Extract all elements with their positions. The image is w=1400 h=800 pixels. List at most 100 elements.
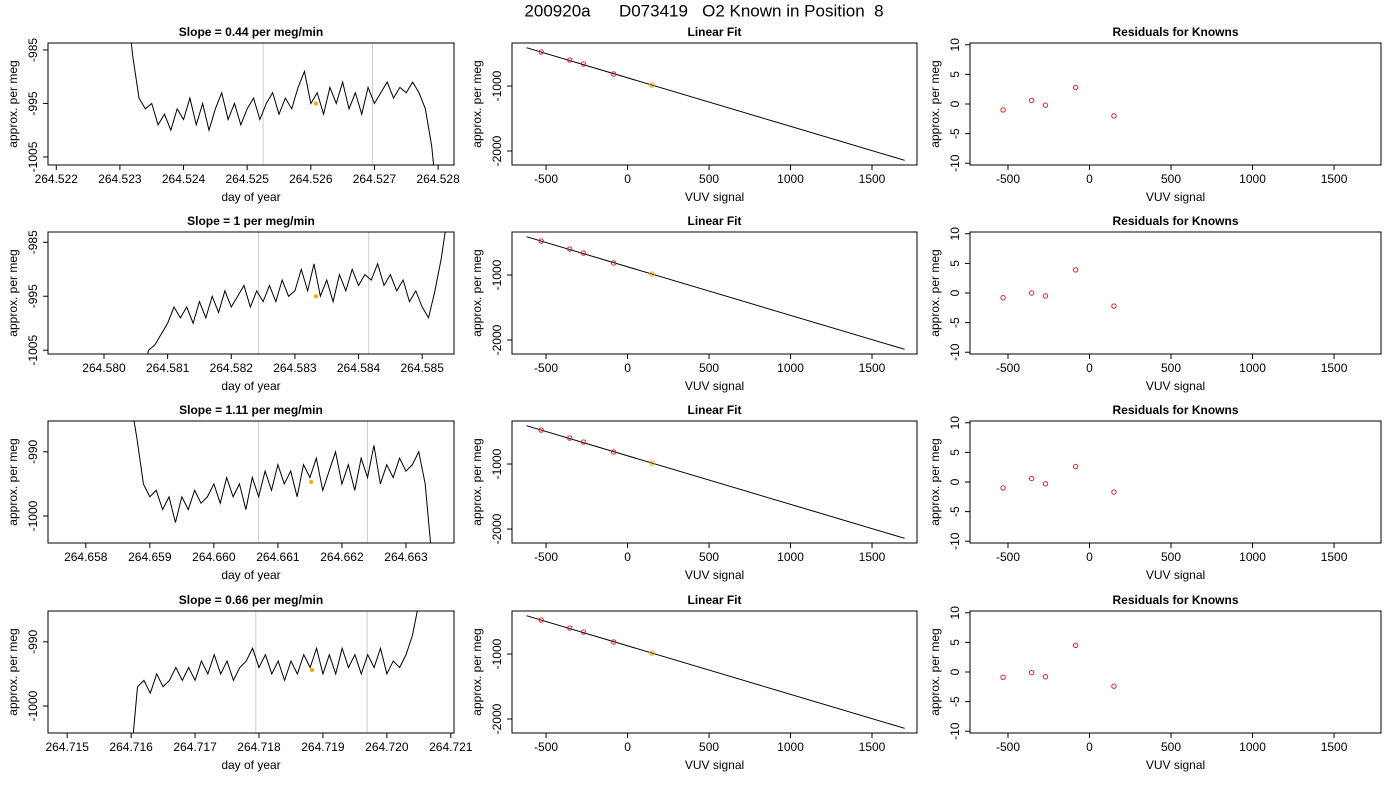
y-tick-label: -2000 <box>490 513 504 544</box>
y-tick-label: 0 <box>948 668 962 675</box>
point <box>1028 290 1035 296</box>
y-tick-label: -2000 <box>490 135 504 166</box>
x-tick-label: 264.715 <box>45 740 89 754</box>
y-tick-label: 10 <box>948 606 962 620</box>
point <box>1000 295 1006 301</box>
time-series <box>130 43 435 165</box>
x-axis-label: day of year <box>221 758 280 772</box>
y-tick-label: -985 <box>26 38 40 62</box>
plot-area <box>1000 84 1117 119</box>
point <box>1072 267 1079 273</box>
plot-frame <box>511 42 918 166</box>
plot-area <box>130 43 435 165</box>
y-axis-label: approx. per meg <box>928 249 942 336</box>
plot-frame <box>511 610 918 734</box>
plot-area <box>526 425 905 539</box>
plot-frame <box>969 420 1382 544</box>
point <box>566 435 573 441</box>
y-axis-label: approx. per meg <box>470 60 484 147</box>
x-axis-label: VUV signal <box>1146 379 1205 393</box>
y-axis-label: approx. per meg <box>470 438 484 525</box>
plot-area <box>526 47 905 161</box>
x-tick-label: 264.585 <box>400 361 444 375</box>
x-tick-label: -500 <box>534 361 558 375</box>
point <box>610 71 617 77</box>
x-tick-label: 264.524 <box>162 172 206 186</box>
x-axis-label: VUV signal <box>1146 568 1205 582</box>
panel-title: Slope = 0.66 per meg/min <box>179 593 323 607</box>
y-axis-label: approx. per meg <box>6 628 20 715</box>
point <box>566 246 573 252</box>
point <box>610 260 617 266</box>
highlight-point <box>313 294 318 299</box>
y-tick-label: -5 <box>948 128 962 139</box>
x-axis-label: day of year <box>221 568 280 582</box>
y-tick-label: -990 <box>26 629 40 653</box>
x-tick-label: -500 <box>996 740 1020 754</box>
x-tick-label: -500 <box>534 550 558 564</box>
point <box>1072 642 1079 649</box>
x-tick-label: 1500 <box>859 550 886 564</box>
x-tick-label: 264.582 <box>210 361 254 375</box>
y-axis-label: approx. per meg <box>928 438 942 525</box>
point <box>1028 97 1035 104</box>
y-tick-label: -1005 <box>26 335 40 366</box>
x-tick-label: 0 <box>624 550 631 564</box>
x-tick-label: 264.720 <box>365 740 409 754</box>
fit-line <box>526 236 905 350</box>
x-axis-label: VUV signal <box>1146 758 1205 772</box>
y-tick-label: -2000 <box>490 703 504 734</box>
x-tick-label: 264.662 <box>320 550 364 564</box>
x-tick-label: 0 <box>1086 361 1093 375</box>
point <box>649 460 655 466</box>
point <box>649 82 655 88</box>
y-tick-label: 5 <box>948 260 962 267</box>
time-series <box>147 232 446 354</box>
y-tick-label: -5 <box>948 317 962 328</box>
point <box>1111 303 1117 309</box>
x-axis-label: VUV signal <box>685 190 744 204</box>
panel-title: Linear Fit <box>687 25 741 39</box>
panel-title: Slope = 1.11 per meg/min <box>179 403 323 417</box>
x-tick-label: 1500 <box>1321 361 1348 375</box>
y-axis-label: approx. per meg <box>928 60 942 147</box>
x-tick-label: -500 <box>996 550 1020 564</box>
highlight-point <box>313 101 318 106</box>
y-tick-label: 5 <box>948 449 962 456</box>
x-tick-label: 1000 <box>777 550 804 564</box>
y-tick-label: 10 <box>948 416 962 430</box>
y-tick-label: -10 <box>948 532 962 550</box>
y-tick-label: 5 <box>948 639 962 646</box>
panel-title: Slope = 1 per meg/min <box>187 214 315 228</box>
x-tick-label: 0 <box>1086 550 1093 564</box>
point <box>1028 475 1035 482</box>
y-tick-label: -5 <box>948 506 962 517</box>
y-tick-label: 0 <box>948 289 962 296</box>
x-tick-label: -500 <box>534 172 558 186</box>
point <box>610 449 617 455</box>
point <box>1000 485 1006 491</box>
x-tick-label: 264.528 <box>416 172 460 186</box>
panel-title: Residuals for Knowns <box>1112 403 1238 417</box>
plot-frame <box>969 42 1382 166</box>
plot-area <box>147 232 446 354</box>
x-tick-label: 264.719 <box>301 740 345 754</box>
plot-area <box>526 615 905 729</box>
y-tick-label: -1000 <box>26 690 40 721</box>
time-series <box>133 421 432 543</box>
panel-title: Residuals for Knowns <box>1112 25 1238 39</box>
x-tick-label: 264.525 <box>225 172 269 186</box>
plot-area <box>1000 642 1117 689</box>
point <box>1072 84 1079 91</box>
x-tick-label: 0 <box>624 740 631 754</box>
plot-frame <box>47 420 455 544</box>
x-tick-label: 264.717 <box>173 740 217 754</box>
y-tick-label: -1000 <box>490 638 504 669</box>
x-tick-label: 264.716 <box>109 740 153 754</box>
point <box>1000 107 1006 113</box>
y-tick-label: 10 <box>948 38 962 52</box>
x-tick-label: 264.663 <box>384 550 428 564</box>
x-tick-label: 264.527 <box>353 172 397 186</box>
x-tick-label: 1000 <box>777 361 804 375</box>
x-axis-label: day of year <box>221 379 280 393</box>
